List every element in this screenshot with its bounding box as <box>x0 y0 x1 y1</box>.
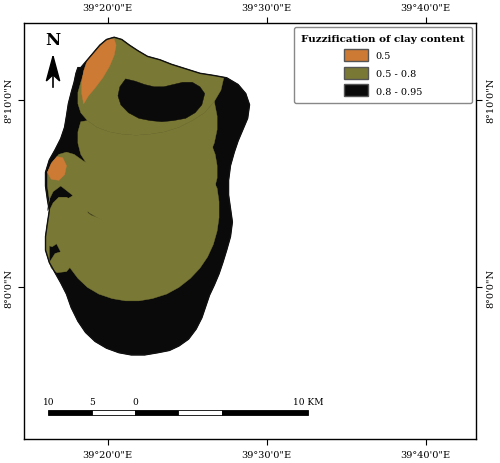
Text: 10 KM: 10 KM <box>293 397 324 407</box>
Polygon shape <box>118 80 204 122</box>
Text: N: N <box>46 32 60 49</box>
Bar <box>222 410 308 415</box>
Polygon shape <box>50 252 72 273</box>
Polygon shape <box>78 102 217 184</box>
Polygon shape <box>82 39 116 105</box>
Legend: 0.5, 0.5 - 0.8, 0.8 - 0.95: 0.5, 0.5 - 0.8, 0.8 - 0.95 <box>294 28 472 104</box>
Polygon shape <box>48 157 66 181</box>
Polygon shape <box>46 211 62 247</box>
Text: 10: 10 <box>42 397 54 407</box>
Bar <box>92 410 135 415</box>
Polygon shape <box>46 57 53 82</box>
Polygon shape <box>53 57 60 82</box>
Text: 0: 0 <box>132 397 138 407</box>
Polygon shape <box>78 38 224 136</box>
Bar <box>178 410 222 415</box>
Polygon shape <box>64 195 90 218</box>
Bar <box>48 410 92 415</box>
Polygon shape <box>48 136 217 231</box>
Polygon shape <box>46 177 219 301</box>
Polygon shape <box>46 38 250 355</box>
Text: 5: 5 <box>89 397 95 407</box>
Bar <box>135 410 178 415</box>
